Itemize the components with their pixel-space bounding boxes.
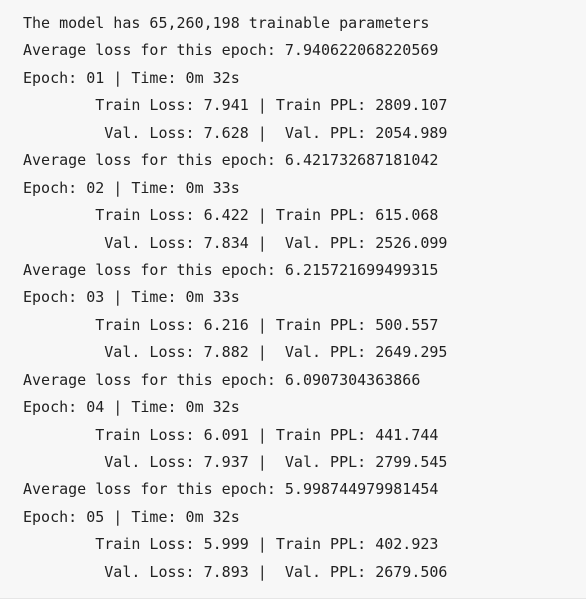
output-line-epoch-5: Epoch: 05 | Time: 0m 32s [23,507,240,526]
output-line-train-5: Train Loss: 5.999 | Train PPL: 402.923 [23,535,439,554]
output-line-epoch-3: Epoch: 03 | Time: 0m 33s [23,288,240,307]
output-line-train-1: Train Loss: 7.941 | Train PPL: 2809.107 [23,96,448,115]
output-line-val-2: Val. Loss: 7.834 | Val. PPL: 2526.099 [23,233,448,252]
output-line-epoch-2: Epoch: 02 | Time: 0m 33s [23,178,240,197]
output-line-val-4: Val. Loss: 7.937 | Val. PPL: 2799.545 [23,453,448,471]
output-line-epoch-4: Epoch: 04 | Time: 0m 32s [23,398,240,417]
output-line-avg-loss-1: Average loss for this epoch: 7.940622068… [23,41,439,60]
output-line-train-3: Train Loss: 6.216 | Train PPL: 500.557 [23,315,439,334]
output-line-avg-loss-5: Average loss for this epoch: 5.998744979… [23,480,439,499]
output-line-avg-loss-2: Average loss for this epoch: 6.421732687… [23,151,439,170]
output-line-epoch-1: Epoch: 01 | Time: 0m 32s [23,68,240,87]
console-output: The model has 65,260,198 trainable param… [23,10,447,586]
output-line-train-2: Train Loss: 6.422 | Train PPL: 615.068 [23,206,439,225]
output-line-params: The model has 65,260,198 trainable param… [23,14,430,32]
output-line-val-5: Val. Loss: 7.893 | Val. PPL: 2679.506 [23,562,448,581]
output-line-val-3: Val. Loss: 7.882 | Val. PPL: 2649.295 [23,343,448,362]
output-line-avg-loss-4: Average loss for this epoch: 6.090730436… [23,370,421,389]
output-line-train-4: Train Loss: 6.091 | Train PPL: 441.744 [23,425,439,444]
output-line-val-1: Val. Loss: 7.628 | Val. PPL: 2054.989 [23,123,448,142]
output-line-avg-loss-3: Average loss for this epoch: 6.215721699… [23,260,439,279]
